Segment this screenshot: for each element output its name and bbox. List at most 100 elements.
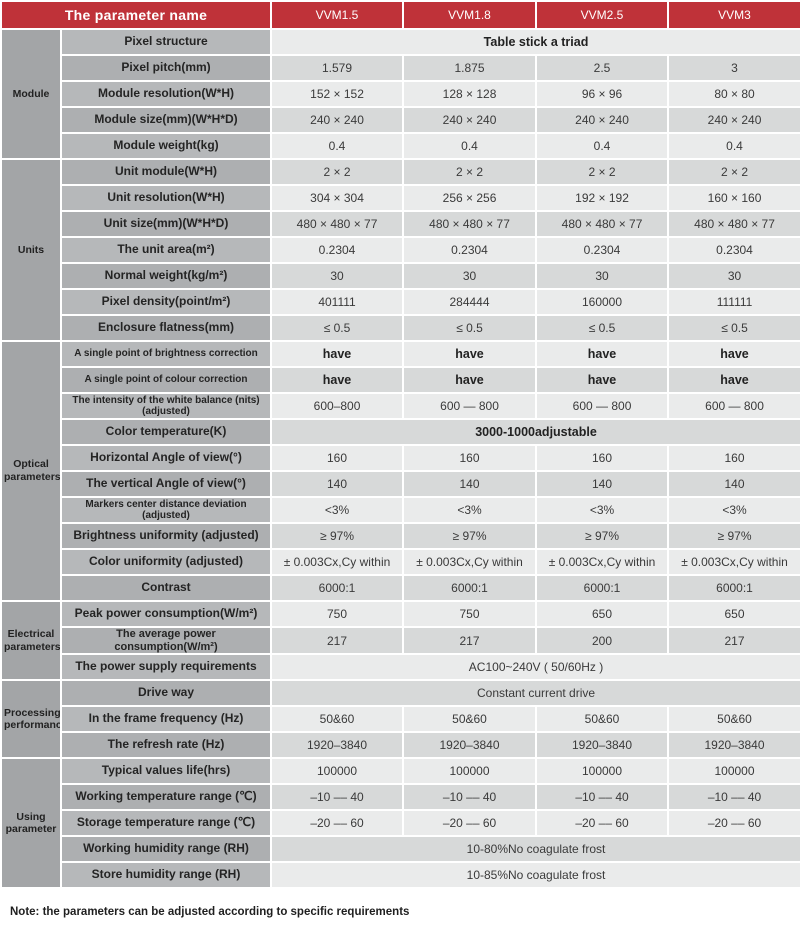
value-cell: 140	[535, 470, 670, 498]
value-cell: 600 — 800	[535, 392, 670, 420]
param-name-cell: Module weight(kg)	[59, 132, 273, 160]
param-name-cell: Brightness uniformity (adjusted)	[59, 522, 273, 550]
value-cell: 1.579	[270, 54, 405, 82]
group-label-cell: Using parameter	[0, 757, 62, 890]
value-cell: –20 –– 60	[535, 809, 670, 838]
value-cell: 0.2304	[667, 236, 800, 264]
value-cell: have	[535, 366, 670, 394]
value-cell: 600 — 800	[667, 392, 800, 420]
value-cell: 10-85%No coagulate frost	[270, 861, 800, 890]
value-cell: 0.4	[402, 132, 538, 160]
param-name-cell: The average power consumption(W/m²)	[59, 625, 273, 656]
model-column-header: VVM2.5	[535, 0, 670, 30]
value-cell: 3000-1000adjustable	[270, 418, 800, 446]
param-name-cell: Working humidity range (RH)	[59, 835, 273, 864]
value-cell: 100000	[402, 757, 538, 786]
param-name-cell: Unit module(W*H)	[59, 158, 273, 186]
value-cell: 160	[270, 444, 405, 472]
value-cell: 0.2304	[535, 236, 670, 264]
value-cell: 80 × 80	[667, 80, 800, 108]
value-cell: 217	[270, 625, 405, 656]
value-cell: 6000:1	[667, 574, 800, 602]
value-cell: 2 × 2	[535, 158, 670, 186]
param-name-cell: Drive way	[59, 679, 273, 708]
spec-table: The parameter name VVM1.5 VVM1.8 VVM2.5 VVM3…	[0, 0, 800, 890]
value-cell: 192 × 192	[535, 184, 670, 212]
value-cell: 0.2304	[402, 236, 538, 264]
value-cell: 217	[402, 625, 538, 656]
value-cell: 2 × 2	[270, 158, 405, 186]
group-label-cell: Processing performance	[0, 679, 62, 760]
param-name-cell: Unit size(mm)(W*H*D)	[59, 210, 273, 238]
value-cell: 96 × 96	[535, 80, 670, 108]
value-cell: ± 0.003Cx,Cy within	[270, 548, 405, 576]
value-cell: –10 –– 40	[535, 783, 670, 812]
value-cell: –20 –– 60	[667, 809, 800, 838]
value-cell: ± 0.003Cx,Cy within	[667, 548, 800, 576]
value-cell: 1920–3840	[270, 731, 405, 760]
value-cell: 1920–3840	[535, 731, 670, 760]
param-name-cell: Typical values life(hrs)	[59, 757, 273, 786]
value-cell: 6000:1	[535, 574, 670, 602]
model-column-header: VVM3	[667, 0, 800, 30]
value-cell: 140	[402, 470, 538, 498]
value-cell: ≥ 97%	[667, 522, 800, 550]
value-cell: ≥ 97%	[270, 522, 405, 550]
value-cell: 240 × 240	[402, 106, 538, 134]
value-cell: 0.4	[535, 132, 670, 160]
value-cell: ± 0.003Cx,Cy within	[535, 548, 670, 576]
value-cell: 50&60	[535, 705, 670, 734]
value-cell: 217	[667, 625, 800, 656]
param-name-cell: In the frame frequency (Hz)	[59, 705, 273, 734]
value-cell: –10 –– 40	[667, 783, 800, 812]
value-cell: –20 –– 60	[402, 809, 538, 838]
param-name-cell: The intensity of the white balance (nits…	[59, 392, 273, 420]
value-cell: ≤ 0.5	[270, 314, 405, 342]
group-label-cell: Electrical parameters	[0, 599, 62, 682]
value-cell: 650	[535, 600, 670, 628]
param-name-cell: The power supply requirements	[59, 653, 273, 682]
value-cell: 30	[402, 262, 538, 290]
group-label-cell: Units	[0, 158, 62, 342]
value-cell: 10-80%No coagulate frost	[270, 835, 800, 864]
param-name-cell: A single point of brightness correction	[59, 340, 273, 368]
value-cell: 480 × 480 × 77	[270, 210, 405, 238]
value-cell: ± 0.003Cx,Cy within	[402, 548, 538, 576]
value-cell: 200	[535, 625, 670, 656]
model-column-header: VVM1.8	[402, 0, 538, 30]
value-cell: 600–800	[270, 392, 405, 420]
param-name-cell: Normal weight(kg/m²)	[59, 262, 273, 290]
value-cell: 750	[270, 600, 405, 628]
value-cell: have	[270, 366, 405, 394]
value-cell: 30	[270, 262, 405, 290]
value-cell: 650	[667, 600, 800, 628]
value-cell: have	[667, 340, 800, 368]
value-cell: have	[535, 340, 670, 368]
value-cell: have	[667, 366, 800, 394]
value-cell: ≤ 0.5	[402, 314, 538, 342]
param-name-cell: Markers center distance deviation (adjus…	[59, 496, 273, 524]
param-name-cell: Enclosure flatness(mm)	[59, 314, 273, 342]
value-cell: 140	[270, 470, 405, 498]
param-name-cell: The unit area(m²)	[59, 236, 273, 264]
value-cell: ≥ 97%	[535, 522, 670, 550]
value-cell: 160	[535, 444, 670, 472]
value-cell: 160	[667, 444, 800, 472]
param-name-cell: The vertical Angle of view(°)	[59, 470, 273, 498]
value-cell: have	[402, 366, 538, 394]
value-cell: 128 × 128	[402, 80, 538, 108]
value-cell: 0.4	[667, 132, 800, 160]
value-cell: –10 –– 40	[402, 783, 538, 812]
value-cell: ≥ 97%	[402, 522, 538, 550]
value-cell: 30	[667, 262, 800, 290]
value-cell: 401111	[270, 288, 405, 316]
value-cell: <3%	[402, 496, 538, 524]
value-cell: 2 × 2	[667, 158, 800, 186]
value-cell: ≤ 0.5	[535, 314, 670, 342]
param-name-cell: Pixel pitch(mm)	[59, 54, 273, 82]
value-cell: 1920–3840	[667, 731, 800, 760]
param-name-cell: Module size(mm)(W*H*D)	[59, 106, 273, 134]
group-label-cell: Optical parameters	[0, 340, 62, 602]
value-cell: 6000:1	[270, 574, 405, 602]
